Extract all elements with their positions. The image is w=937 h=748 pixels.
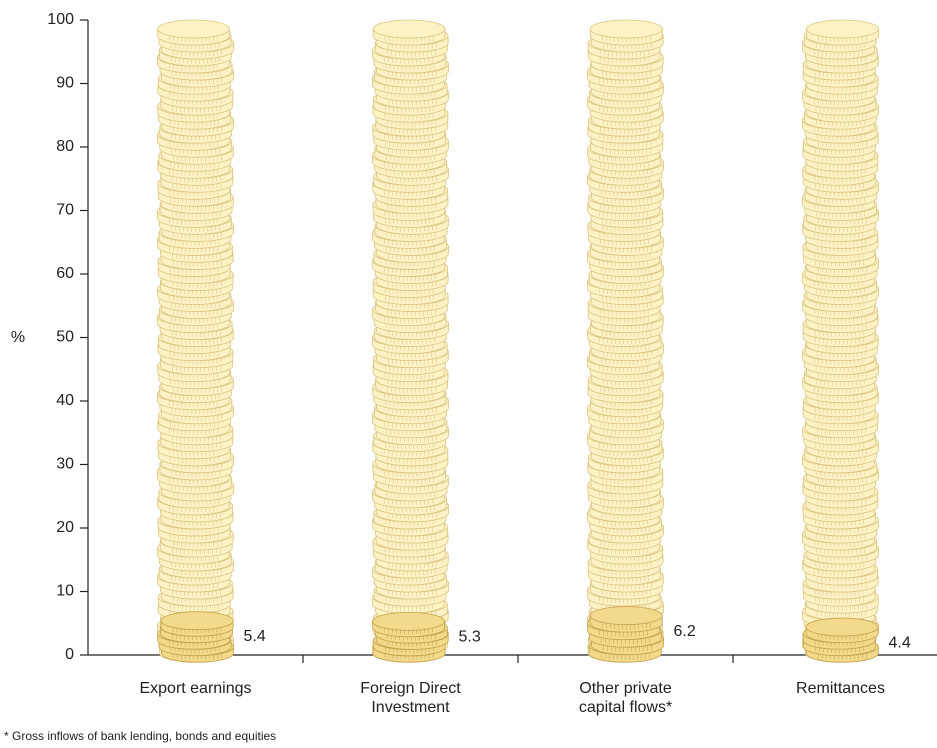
coin-top — [589, 19, 663, 39]
coin-stack-background — [802, 19, 879, 663]
coin-stack-background — [157, 19, 234, 663]
y-tick-label: 0 — [65, 646, 74, 663]
coin-top — [372, 611, 445, 631]
coin-stack-background — [372, 19, 449, 663]
coin-top — [372, 19, 446, 39]
y-tick-label: 90 — [56, 75, 74, 92]
y-tick-label: 70 — [56, 202, 74, 219]
value-label: 5.3 — [459, 629, 481, 646]
coin-top — [589, 606, 663, 626]
y-tick-label: 30 — [56, 456, 74, 473]
coin-top — [157, 19, 231, 39]
coin-stack-value — [157, 611, 234, 663]
y-tick-label: 100 — [47, 11, 74, 28]
coin-stack-value — [372, 611, 449, 663]
y-tick-label: 40 — [56, 392, 74, 409]
y-tick-label: 80 — [56, 138, 74, 155]
coin-stack-background — [587, 19, 664, 663]
y-axis-label: % — [11, 329, 25, 346]
coin-top — [160, 611, 234, 631]
y-tick-label: 60 — [56, 265, 74, 282]
value-label: 6.2 — [674, 623, 696, 640]
coin-stack-value — [587, 606, 664, 663]
y-tick-label: 20 — [56, 519, 74, 536]
value-label: 5.4 — [244, 628, 266, 645]
y-tick-label: 10 — [56, 583, 74, 600]
y-tick-label: 50 — [56, 329, 74, 346]
